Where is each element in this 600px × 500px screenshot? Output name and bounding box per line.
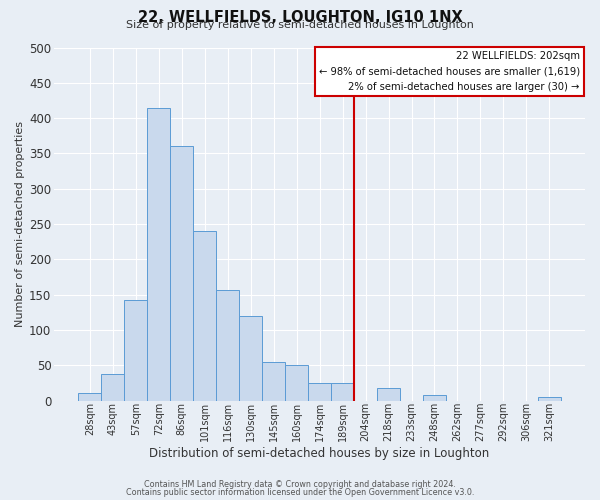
Bar — [79, 394, 101, 400]
Bar — [170, 146, 193, 400]
Bar — [239, 316, 262, 400]
Bar — [423, 395, 446, 400]
Bar — [216, 290, 239, 401]
Bar — [331, 383, 354, 400]
Bar — [377, 388, 400, 400]
Bar — [285, 365, 308, 400]
Bar — [101, 374, 124, 400]
Text: 22, WELLFIELDS, LOUGHTON, IG10 1NX: 22, WELLFIELDS, LOUGHTON, IG10 1NX — [137, 10, 463, 25]
Bar — [262, 362, 285, 401]
Text: Contains public sector information licensed under the Open Government Licence v3: Contains public sector information licen… — [126, 488, 474, 497]
Text: Size of property relative to semi-detached houses in Loughton: Size of property relative to semi-detach… — [126, 20, 474, 30]
Bar — [193, 231, 216, 400]
Y-axis label: Number of semi-detached properties: Number of semi-detached properties — [15, 121, 25, 327]
Bar — [308, 383, 331, 400]
Bar — [147, 108, 170, 401]
Bar — [124, 300, 147, 400]
Bar — [538, 397, 561, 400]
X-axis label: Distribution of semi-detached houses by size in Loughton: Distribution of semi-detached houses by … — [149, 447, 490, 460]
Text: 22 WELLFIELDS: 202sqm
← 98% of semi-detached houses are smaller (1,619)
2% of se: 22 WELLFIELDS: 202sqm ← 98% of semi-deta… — [319, 51, 580, 92]
Text: Contains HM Land Registry data © Crown copyright and database right 2024.: Contains HM Land Registry data © Crown c… — [144, 480, 456, 489]
